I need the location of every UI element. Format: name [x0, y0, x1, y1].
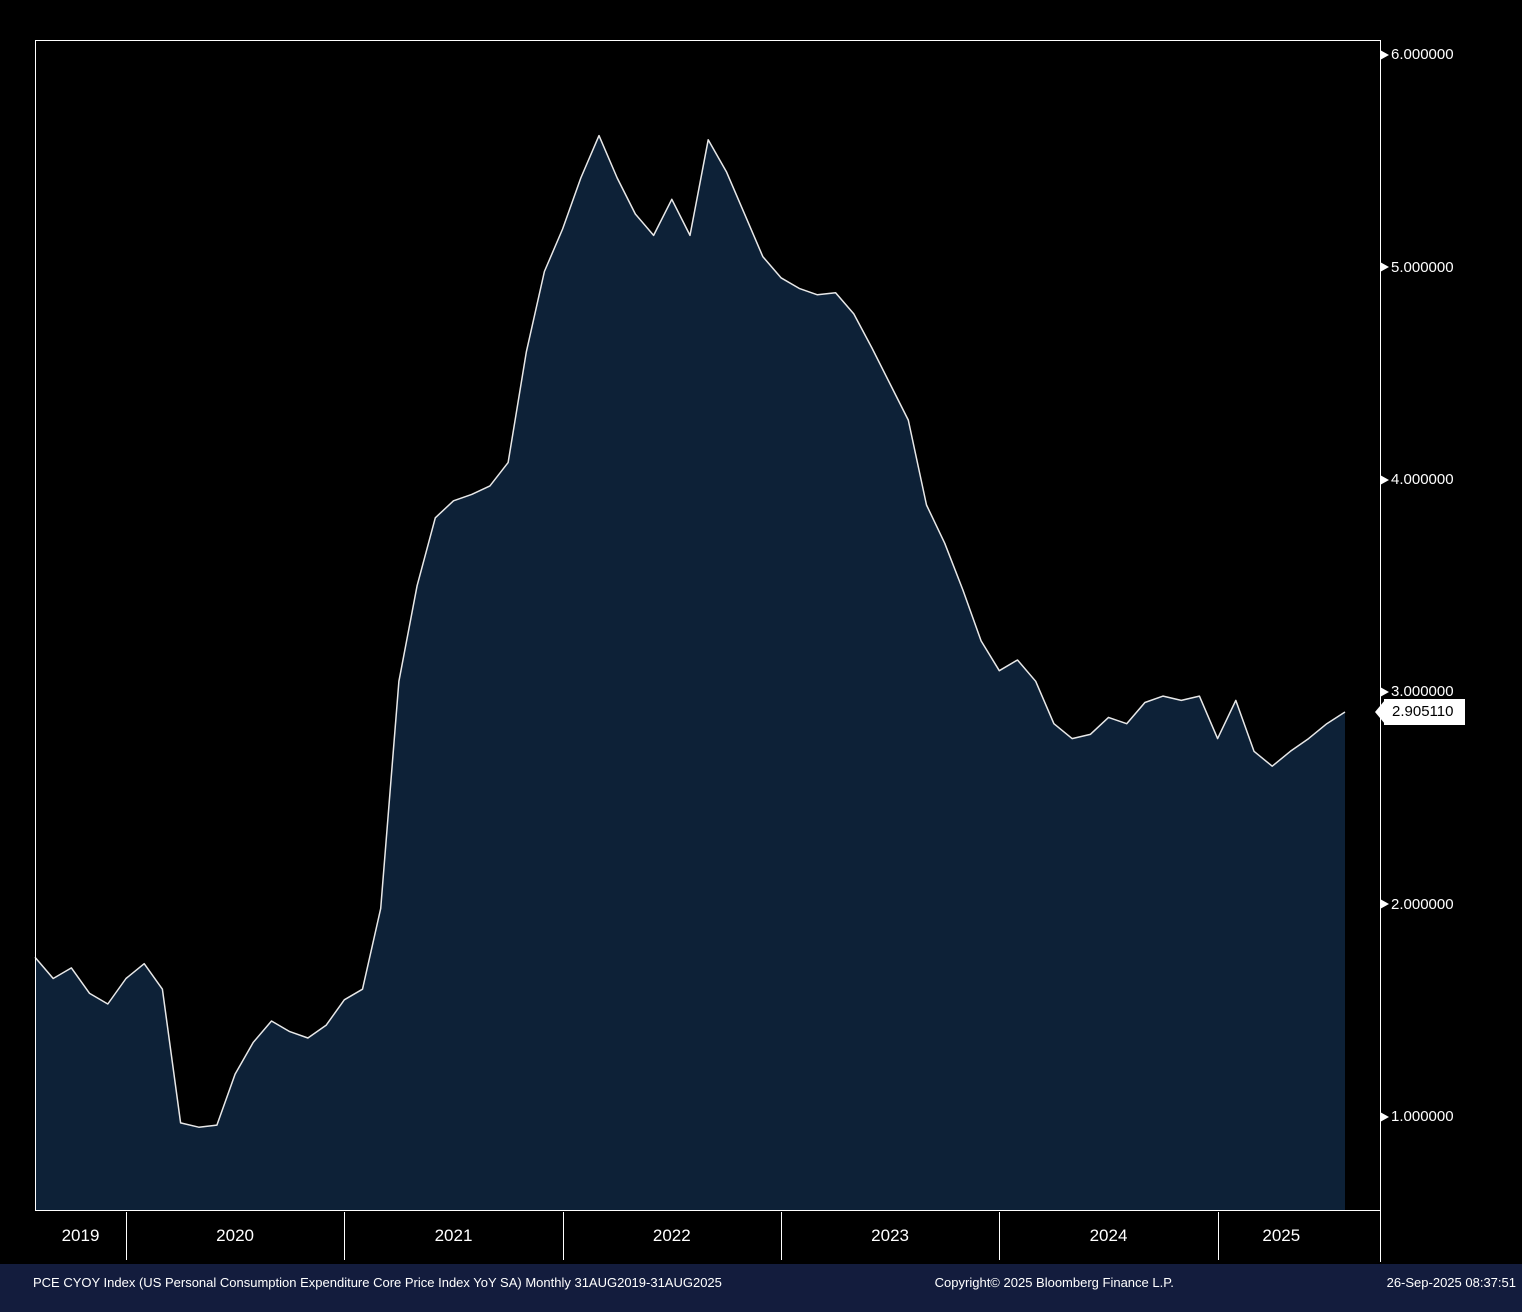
x-axis-year-label: 2024	[1089, 1226, 1128, 1245]
x-axis-year-label: 2023	[871, 1226, 910, 1245]
last-value-text: 2.905110	[1392, 703, 1454, 721]
x-axis-year-separator	[1217, 1212, 1219, 1260]
x-axis-year-label: 2020	[216, 1226, 255, 1245]
x-axis-year-label: 2022	[652, 1226, 691, 1245]
x-axis: 2019 2020 2021 2022 2023 2024 2025	[0, 1210, 1522, 1264]
footer-bar: PCE CYOY Index (US Personal Consumption …	[0, 1264, 1522, 1312]
footer-copyright: Copyright© 2025 Bloomberg Finance L.P.	[934, 1275, 1174, 1290]
x-axis-year-label: 2021	[434, 1226, 473, 1245]
x-axis-year-separator	[999, 1212, 1001, 1260]
x-axis-year-separator	[126, 1212, 127, 1260]
footer-timestamp: 26-Sep-2025 08:37:51	[1386, 1275, 1516, 1290]
footer-description: PCE CYOY Index (US Personal Consumption …	[33, 1275, 722, 1290]
area-fill	[35, 135, 1345, 1211]
last-value-tag: 2.905110	[1375, 699, 1466, 726]
plot-frame	[35, 40, 1381, 1211]
price-line	[34, 134, 1346, 1128]
tag-pointer-icon	[1375, 700, 1385, 725]
x-axis-year-separator	[781, 1212, 782, 1260]
x-axis-year-separator	[562, 1212, 564, 1260]
x-axis-year-separator	[344, 1212, 346, 1260]
x-axis-year-label: 2019	[61, 1226, 100, 1245]
x-axis-year-label: 2025	[1262, 1226, 1301, 1245]
